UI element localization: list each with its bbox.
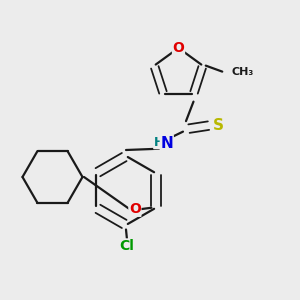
- Text: N: N: [160, 136, 173, 151]
- Text: H: H: [154, 136, 164, 148]
- Text: S: S: [213, 118, 224, 133]
- Text: Cl: Cl: [119, 239, 134, 253]
- Text: O: O: [172, 41, 184, 55]
- Text: O: O: [129, 202, 141, 216]
- Text: CH₃: CH₃: [232, 67, 254, 76]
